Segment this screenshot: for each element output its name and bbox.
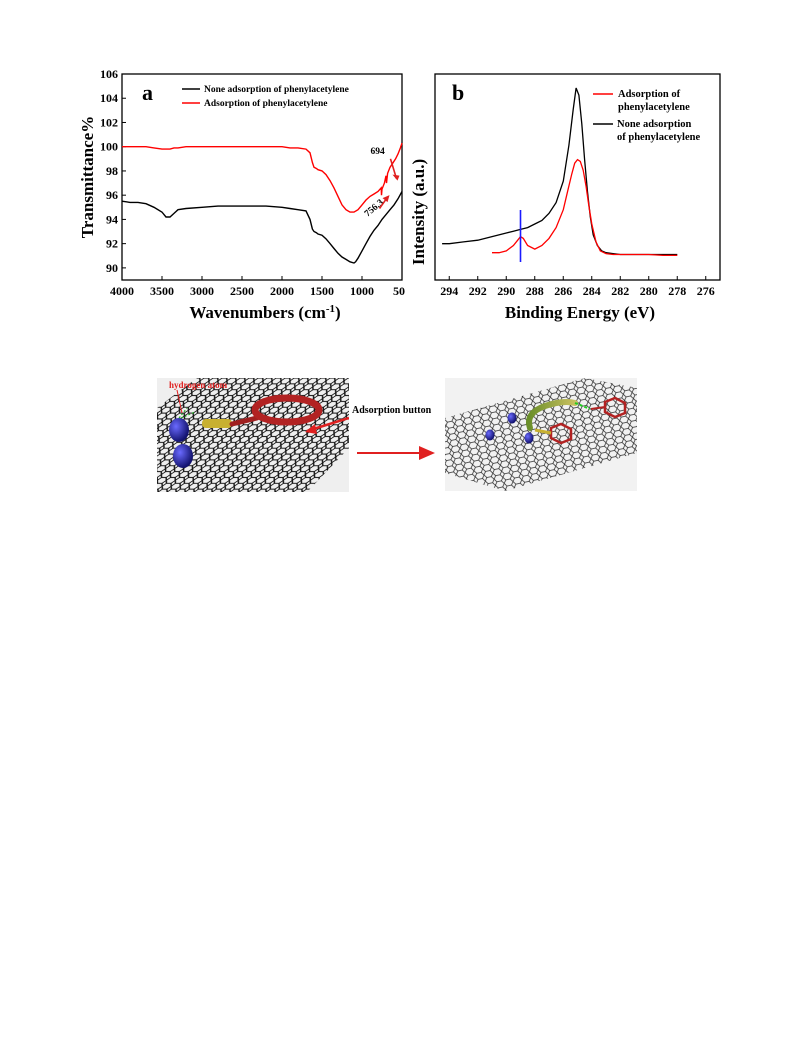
y-tick-label-a: 102 bbox=[100, 115, 118, 129]
y-tick-label-a: 92 bbox=[106, 237, 118, 251]
chart-b-plot-frame bbox=[434, 73, 721, 281]
bond-stick-icon bbox=[590, 406, 606, 410]
bond-stick-icon bbox=[229, 415, 260, 427]
annotation-arrowhead-756 bbox=[382, 195, 390, 203]
x-tick-label-a: 1500 bbox=[310, 284, 334, 298]
y-axis-label-b: Intensity (a.u.) bbox=[409, 159, 428, 265]
x-tick-label-b: 286 bbox=[554, 284, 572, 298]
y-tick-label-a: 96 bbox=[106, 188, 118, 202]
hydrogen-sphere-icon bbox=[485, 429, 495, 441]
legend-label-b: of phenylacetylene bbox=[617, 132, 700, 143]
x-axis-label-b: Binding Energy (eV) bbox=[505, 303, 655, 322]
legend-label-a: None adsorption of phenylacetylene bbox=[204, 85, 349, 95]
adsorption-button-overlay: Adsorption button bbox=[352, 405, 432, 416]
x-tick-label-b: 292 bbox=[469, 284, 487, 298]
x-tick-label-a: 2500 bbox=[230, 284, 254, 298]
hydrogen-bond-icon bbox=[178, 407, 196, 419]
transition-arrow-icon bbox=[357, 446, 435, 460]
x-tick-label-b: 278 bbox=[668, 284, 686, 298]
hydrogen-pointer-icon bbox=[176, 389, 183, 414]
series-line-a-0 bbox=[121, 191, 403, 264]
series-line-a-1 bbox=[122, 142, 403, 213]
graphene-sheet-right bbox=[445, 378, 637, 491]
x-axis-label-a: Wavenumbers (cm-1) bbox=[189, 303, 340, 322]
annotation-756: 756.3 bbox=[363, 198, 386, 220]
hydrogen-bond-icon bbox=[574, 402, 591, 410]
y-tick-label-a: 100 bbox=[100, 140, 118, 154]
series-line-b bbox=[442, 87, 678, 256]
xps-chart: 294 292 290 288 286 284 282 280 278 276 b Adsorpt… bbox=[409, 73, 721, 322]
x-tick-label-b: 290 bbox=[497, 284, 515, 298]
x-tick-label-a: 2000 bbox=[270, 284, 294, 298]
hydrogen-sphere-icon bbox=[169, 418, 189, 442]
adsorption-model-right bbox=[445, 378, 637, 491]
x-tick-label-a: 1000 bbox=[350, 284, 374, 298]
annotation-694: 694 bbox=[370, 147, 385, 157]
y-tick-label-a: 104 bbox=[100, 91, 118, 105]
panel-letter-b: b bbox=[452, 80, 464, 105]
alkyne-stick-icon bbox=[202, 419, 232, 428]
y-tick-label-a: 94 bbox=[106, 212, 118, 226]
hydrogen-sphere-icon bbox=[507, 412, 517, 424]
hydrogen-sphere-icon bbox=[173, 444, 193, 468]
legend-label-b: phenylacetylene bbox=[618, 102, 690, 113]
legend-label-b: None adsorption bbox=[617, 119, 692, 130]
x-tick-label-b: 282 bbox=[611, 284, 629, 298]
hydrogen-sphere-icon bbox=[524, 432, 534, 444]
x-tick-label-a: 500 bbox=[393, 284, 405, 298]
y-axis-label-a: Transmittance% bbox=[78, 116, 97, 238]
adsorption-arrowhead-icon bbox=[305, 424, 317, 434]
x-tick-label-b: 288 bbox=[526, 284, 544, 298]
x-tick-label-b: 276 bbox=[697, 284, 715, 298]
bond-stick-icon bbox=[534, 428, 552, 435]
annotation-arrowhead-694 bbox=[392, 174, 400, 181]
y-tick-label-a: 106 bbox=[100, 67, 118, 81]
benzene-ring-icon bbox=[549, 422, 573, 445]
legend-label-a: Adsorption of phenylacetylene bbox=[204, 99, 328, 109]
x-tick-label-a: 4000 bbox=[110, 284, 134, 298]
chart-a-plot-frame bbox=[121, 73, 403, 281]
graphene-sheet-left bbox=[157, 378, 349, 492]
x-tick-label-a: 3000 bbox=[190, 284, 214, 298]
benzene-ring-icon bbox=[603, 396, 627, 419]
y-tick-label-a: 90 bbox=[106, 261, 118, 275]
adsorption-model-left: hydrogen atom Adsorption button bbox=[157, 378, 349, 492]
hydrogen-atom-label: hydrogen atom bbox=[169, 380, 228, 390]
alkyne-tube-icon bbox=[526, 399, 578, 431]
y-tick-label-a: 98 bbox=[106, 164, 118, 178]
benzene-ring-icon bbox=[251, 394, 323, 426]
x-tick-label-b: 294 bbox=[440, 284, 458, 298]
x-tick-label-b: 284 bbox=[583, 284, 601, 298]
x-tick-label-b: 280 bbox=[640, 284, 658, 298]
panel-letter-a: a bbox=[142, 80, 153, 105]
x-tick-label-a: 3500 bbox=[150, 284, 174, 298]
legend-label-b: Adsorption of bbox=[618, 89, 681, 100]
ftir-chart: 90 92 94 96 98 100 102 104 106 4000 3500 3000 2500 2… bbox=[78, 67, 405, 322]
